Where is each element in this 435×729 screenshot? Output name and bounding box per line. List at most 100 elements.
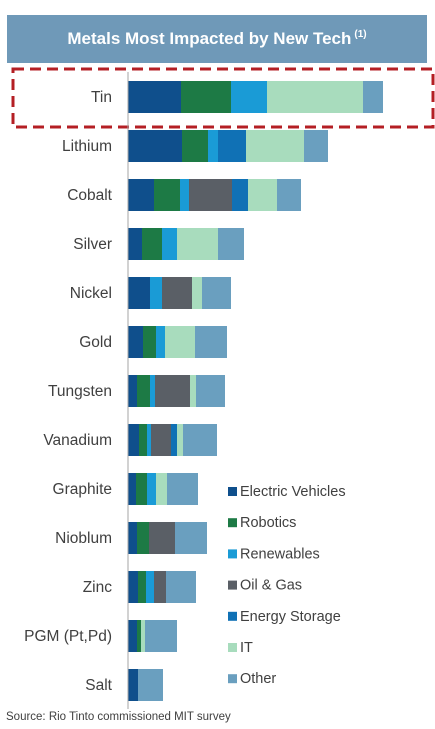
category-label-salt: Salt [85, 677, 112, 694]
bar-segment-nickel-oil-gas [162, 277, 192, 309]
chart-header: Metals Most Impacted by New Tech (1) [7, 15, 427, 63]
bar-segment-cobalt-energy-storage [232, 179, 248, 211]
bar-segment-nioblum-other [175, 522, 207, 554]
bar-segment-cobalt-robotics [154, 179, 180, 211]
bar-segment-tungsten-other [196, 375, 225, 407]
category-label-cobalt: Cobalt [67, 187, 112, 204]
bar-segment-lithium-it [246, 130, 304, 162]
bar-segment-pgm-pt-pd-other [145, 620, 177, 652]
bar-segment-gold-electric-vehicles [128, 326, 143, 358]
bar-segment-silver-it [177, 228, 218, 260]
bar-segment-vanadium-other [183, 424, 217, 456]
legend-swatch-renewables [228, 549, 237, 559]
bar-segment-cobalt-renewables [180, 179, 189, 211]
title-footnote-mark: (1) [354, 29, 367, 40]
bar-segment-tungsten-oil-gas [155, 375, 190, 407]
legend-swatch-electric-vehicles [228, 487, 237, 496]
bar-segment-lithium-energy-storage [218, 130, 246, 162]
bar-segment-graphite-other [167, 473, 198, 505]
bar-segment-nickel-renewables [150, 277, 162, 309]
legend-label-oil-gas: Oil & Gas [240, 578, 302, 594]
highlight-box-tin [11, 67, 435, 129]
category-label-nickel: Nickel [70, 285, 112, 302]
chart-title: Metals Most Impacted by New Tech (1) [7, 15, 427, 63]
bar-segment-nickel-other [202, 277, 231, 309]
bar-segment-zinc-other [166, 571, 196, 603]
bar-segment-salt-electric-vehicles [128, 669, 138, 701]
bar-segment-graphite-robotics [136, 473, 147, 505]
bar-segment-tin-it [267, 81, 363, 113]
category-label-pgm-pt-pd: PGM (Pt,Pd) [24, 628, 112, 645]
bar-segment-pgm-pt-pd-electric-vehicles [128, 620, 137, 652]
legend-label-it: IT [240, 640, 253, 656]
legend-label-robotics: Robotics [240, 515, 296, 531]
bar-segment-tungsten-renewables [150, 375, 155, 407]
bar-segment-nickel-electric-vehicles [128, 277, 150, 309]
bar-segment-silver-other [218, 228, 244, 260]
bar-segment-tungsten-robotics [137, 375, 150, 407]
bar-segment-silver-robotics [142, 228, 162, 260]
bar-segment-tungsten-electric-vehicles [128, 375, 137, 407]
bar-segment-pgm-pt-pd-it [141, 620, 145, 652]
bar-segment-lithium-other [304, 130, 328, 162]
chart-title-text: Metals Most Impacted by New Tech [67, 29, 352, 48]
bar-segment-vanadium-energy-storage [171, 424, 177, 456]
category-label-silver: Silver [73, 236, 112, 253]
category-label-lithium: Lithium [62, 138, 112, 155]
bar-segment-tin-other [363, 81, 383, 113]
bar-segment-gold-renewables [156, 326, 165, 358]
bar-segment-vanadium-electric-vehicles [128, 424, 139, 456]
bar-segment-cobalt-it [248, 179, 277, 211]
bar-segment-nioblum-oil-gas [149, 522, 175, 554]
bar-segment-zinc-electric-vehicles [128, 571, 138, 603]
category-label-tungsten: Tungsten [48, 383, 112, 400]
bar-segment-vanadium-robotics [139, 424, 147, 456]
legend-label-renewables: Renewables [240, 546, 320, 562]
bar-segment-nioblum-robotics [137, 522, 149, 554]
bar-segment-salt-other [138, 669, 163, 701]
bar-segment-tin-electric-vehicles [128, 81, 181, 113]
category-label-vanadium: Vanadium [43, 432, 112, 449]
legend-label-energy-storage: Energy Storage [240, 609, 341, 625]
legend-swatch-other [228, 674, 237, 684]
bar-segment-cobalt-electric-vehicles [128, 179, 154, 211]
bar-segment-tin-robotics [181, 81, 231, 113]
bar-segment-zinc-renewables [146, 571, 154, 603]
bar-segment-graphite-renewables [147, 473, 156, 505]
bar-segment-tungsten-it [190, 375, 196, 407]
bar-segment-vanadium-oil-gas [151, 424, 171, 456]
bar-segment-zinc-oil-gas [154, 571, 166, 603]
legend-swatch-energy-storage [228, 611, 237, 621]
bar-segment-vanadium-it [177, 424, 183, 456]
legend-swatch-oil-gas [228, 580, 237, 590]
legend-swatch-it [228, 643, 237, 652]
bar-segment-gold-other [195, 326, 227, 358]
category-label-tin: Tin [91, 89, 112, 106]
source-note: Source: Rio Tinto commissioned MIT surve… [6, 711, 231, 723]
category-label-zinc: Zinc [83, 579, 113, 596]
legend-label-other: Other [240, 671, 276, 687]
legend-label-electric-vehicles: Electric Vehicles [240, 484, 346, 500]
category-label-gold: Gold [79, 334, 112, 351]
bar-segment-cobalt-oil-gas [189, 179, 232, 211]
legend-swatch-robotics [228, 518, 237, 528]
bar-segment-gold-robotics [143, 326, 156, 358]
bar-segment-gold-it [165, 326, 195, 358]
bar-segment-graphite-it [156, 473, 167, 505]
bar-segment-silver-electric-vehicles [128, 228, 142, 260]
bar-segment-lithium-renewables [208, 130, 218, 162]
bar-segment-vanadium-renewables [147, 424, 151, 456]
category-label-nioblum: Nioblum [55, 530, 112, 547]
category-label-graphite: Graphite [53, 481, 112, 498]
bar-segment-cobalt-other [277, 179, 301, 211]
bar-segment-nickel-it [192, 277, 202, 309]
bar-segment-silver-renewables [162, 228, 177, 260]
bar-segment-graphite-electric-vehicles [128, 473, 136, 505]
bar-segment-lithium-electric-vehicles [128, 130, 182, 162]
bar-segment-lithium-robotics [182, 130, 208, 162]
bar-segment-zinc-robotics [138, 571, 146, 603]
bar-segment-pgm-pt-pd-robotics [137, 620, 141, 652]
bar-segment-tin-renewables [231, 81, 267, 113]
bar-segment-nioblum-electric-vehicles [128, 522, 137, 554]
